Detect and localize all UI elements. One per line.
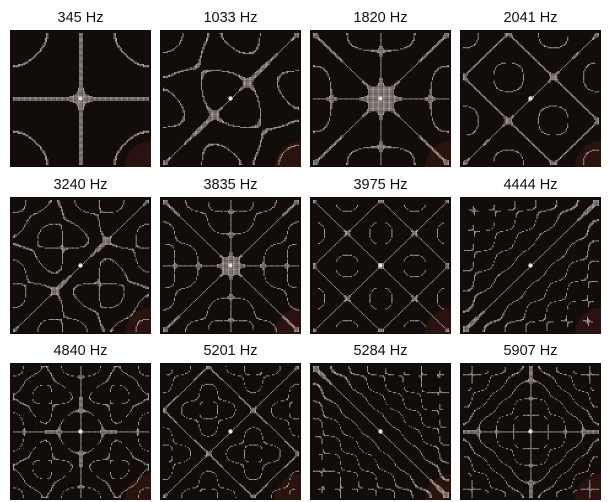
- plate-corner-glow: [575, 141, 601, 167]
- frequency-label: 345 Hz: [57, 10, 104, 26]
- center-mount-point: [528, 429, 533, 434]
- center-mount-point: [78, 96, 83, 101]
- center-mount-point: [78, 263, 83, 268]
- plate-corner-glow: [575, 308, 601, 334]
- plate-corner-glow: [125, 141, 151, 167]
- center-mount-point: [228, 263, 233, 268]
- frequency-label: 5284 Hz: [353, 343, 408, 359]
- plate-corner-glow: [275, 141, 301, 167]
- chladni-plate-image: [160, 30, 301, 167]
- chladni-plate-image: [310, 30, 451, 167]
- chladni-plate-image: [10, 197, 151, 334]
- center-mount-point: [378, 96, 383, 101]
- chladni-plate-image: [10, 30, 151, 167]
- plate-corner-glow: [125, 474, 151, 500]
- plate-corner-glow: [125, 308, 151, 334]
- frequency-label: 4840 Hz: [53, 343, 108, 359]
- frequency-label: 3835 Hz: [203, 177, 258, 193]
- center-mount-point: [378, 429, 383, 434]
- frequency-label: 3975 Hz: [353, 177, 408, 193]
- frequency-label: 3240 Hz: [53, 177, 108, 193]
- frequency-label: 2041 Hz: [503, 10, 558, 26]
- center-mount-point: [78, 429, 83, 434]
- chladni-plate-image: [10, 363, 151, 500]
- center-mount-point: [228, 96, 233, 101]
- chladni-plate-image: [310, 363, 451, 500]
- center-mount-point: [528, 263, 533, 268]
- frequency-label: 5201 Hz: [203, 343, 258, 359]
- center-mount-point: [228, 429, 233, 434]
- chladni-plate-image: [160, 197, 301, 334]
- plate-corner-glow: [575, 474, 601, 500]
- chladni-plate-image: [460, 30, 601, 167]
- frequency-label: 4444 Hz: [503, 177, 558, 193]
- frequency-label: 1033 Hz: [203, 10, 258, 26]
- frequency-label: 5907 Hz: [503, 343, 558, 359]
- frequency-label: 1820 Hz: [353, 10, 408, 26]
- chladni-plate-image: [310, 197, 451, 334]
- chladni-plate-image: [460, 363, 601, 500]
- plate-corner-glow: [275, 474, 301, 500]
- center-mount-point: [378, 263, 383, 268]
- chladni-plate-image: [460, 197, 601, 334]
- center-mount-point: [528, 96, 533, 101]
- chladni-plate-image: [160, 363, 301, 500]
